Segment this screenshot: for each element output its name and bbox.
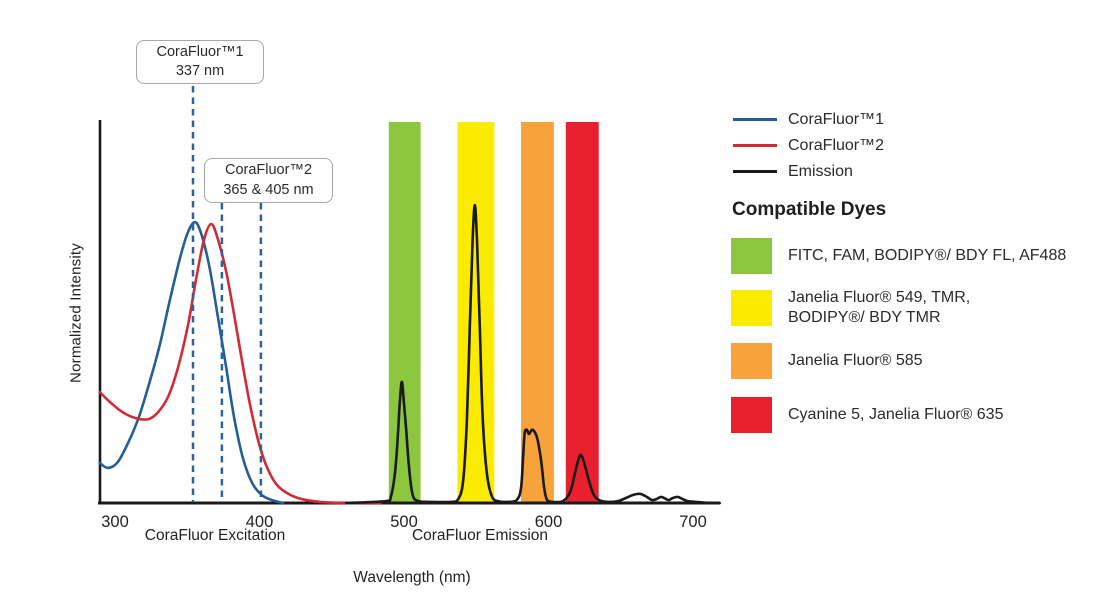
filter-band-green <box>388 122 421 502</box>
x-tick-label-700: 700 <box>679 513 707 531</box>
dye-swatch-yellow <box>731 290 772 326</box>
callout-corafluor1: CoraFluor™1 337 nm <box>136 40 264 84</box>
dye-item-red: Cyanine 5, Janelia Fluor® 635 <box>731 397 1003 433</box>
dye-item-green: FITC, FAM, BODIPY®/ BDY FL, AF488 <box>731 238 1066 274</box>
y-axis-label: Normalized Intensity <box>67 243 85 383</box>
dye-label: Janelia Fluor® 549, TMR, BODIPY®/ BDY TM… <box>788 289 971 326</box>
compatible-dyes-heading: Compatible Dyes <box>732 199 887 220</box>
legend-row-corafluor1: CoraFluor™1 <box>733 111 884 128</box>
series-curve-emission <box>344 203 721 505</box>
dye-item-yellow: Janelia Fluor® 549, TMR, BODIPY®/ BDY TM… <box>731 288 970 328</box>
legend-label: CoraFluor™1 <box>788 110 885 128</box>
x-tick-label-300: 300 <box>101 513 129 531</box>
legend-row-corafluor2: CoraFluor™2 <box>733 137 884 154</box>
legend-line-swatch-black <box>733 170 777 173</box>
x-tick-label-500: 500 <box>390 513 418 531</box>
x-axis-label: Wavelength (nm) <box>353 569 471 586</box>
callout-corafluor2-name: CoraFluor™2 <box>224 162 313 179</box>
dye-swatch-red <box>731 397 772 433</box>
dye-label: FITC, FAM, BODIPY®/ BDY FL, AF488 <box>788 247 1067 264</box>
filter-band-yellow <box>457 122 495 502</box>
series-curve-cf1 <box>98 220 285 505</box>
dye-item-orange: Janelia Fluor® 585 <box>731 343 923 379</box>
dye-swatch-orange <box>731 343 772 379</box>
legend-line-swatch-blue <box>733 118 777 121</box>
callout-corafluor2-wavelength: 365 & 405 nm <box>223 181 314 198</box>
filter-band-red <box>565 122 599 502</box>
callout-corafluor2: CoraFluor™2 365 & 405 nm <box>204 158 333 203</box>
x-section-label-excitation: CoraFluor Excitation <box>144 527 286 544</box>
legend-line-swatch-red <box>733 144 777 147</box>
dye-label: Janelia Fluor® 585 <box>788 352 923 369</box>
series-legend: CoraFluor™1 CoraFluor™2 Emission <box>733 111 884 189</box>
x-section-label-emission: CoraFluor Emission <box>411 527 549 544</box>
legend-label: Emission <box>788 162 853 180</box>
dye-swatch-green <box>731 238 772 274</box>
callout-corafluor1-wavelength: 337 nm <box>175 63 225 79</box>
legend-row-emission: Emission <box>733 163 884 180</box>
callout-corafluor1-name: CoraFluor™1 <box>156 43 244 60</box>
x-tick-label-600: 600 <box>535 513 563 531</box>
legend-label: CoraFluor™2 <box>788 136 885 154</box>
dye-label: Cyanine 5, Janelia Fluor® 635 <box>788 406 1004 423</box>
x-tick-label-400: 400 <box>246 513 274 531</box>
series-curve-cf2 <box>98 222 382 505</box>
